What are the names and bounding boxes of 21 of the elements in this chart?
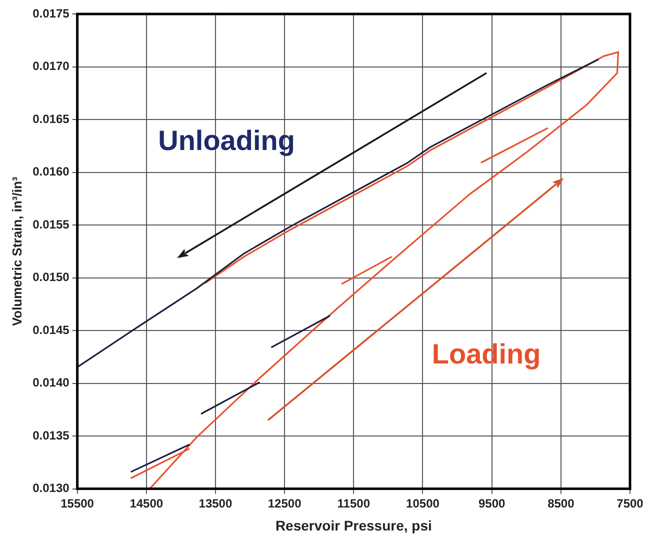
x-tick-label: 9500 bbox=[478, 496, 506, 510]
y-tick-label: 0.0170 bbox=[32, 59, 70, 74]
x-tick-label: 11500 bbox=[337, 496, 370, 510]
x-tick-label: 10500 bbox=[406, 496, 440, 510]
y-tick-label: 0.0145 bbox=[32, 322, 70, 337]
y-tick-label: 0.0160 bbox=[32, 164, 70, 179]
y-tick-label: 0.0150 bbox=[32, 270, 70, 284]
x-tick-label: 14500 bbox=[130, 496, 164, 510]
x-tick-label: 7500 bbox=[616, 496, 644, 510]
y-tick-label: 0.0155 bbox=[32, 217, 70, 232]
x-tick-label: 15500 bbox=[60, 496, 94, 510]
y-tick-label: 0.0175 bbox=[32, 6, 70, 20]
y-tick-label: 0.0135 bbox=[32, 428, 70, 442]
y-tick-label: 0.0165 bbox=[32, 112, 70, 126]
y-tick-label: 0.0130 bbox=[32, 481, 70, 496]
x-tick-label: 13500 bbox=[198, 496, 232, 510]
y-axis-title: Volumetric Strain, in³/in³ bbox=[9, 176, 24, 326]
x-tick-label: 8500 bbox=[548, 496, 575, 510]
y-tick-label: 0.0140 bbox=[32, 376, 70, 390]
x-tick-label: 12500 bbox=[268, 496, 302, 510]
x-axis-title: Reservoir Pressure, psi bbox=[275, 517, 432, 534]
